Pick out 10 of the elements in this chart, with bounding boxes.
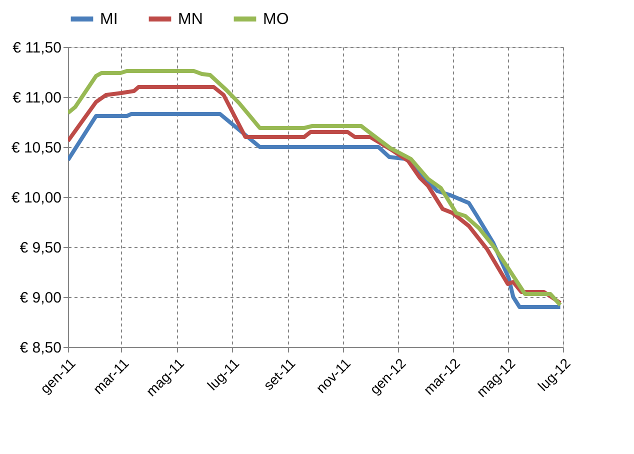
y-tick-label: € 11,00 bbox=[12, 90, 62, 106]
y-tick-label: € 9,50 bbox=[20, 240, 62, 256]
legend-label: MO bbox=[263, 11, 289, 28]
y-tick-label: € 10,00 bbox=[11, 190, 62, 206]
legend-label: MI bbox=[100, 11, 118, 28]
y-tick-label: € 10,50 bbox=[11, 140, 62, 156]
y-tick-label: € 8,50 bbox=[20, 340, 62, 356]
legend-label: MN bbox=[178, 11, 203, 28]
y-tick-label: € 11,50 bbox=[12, 40, 62, 56]
y-tick-label: € 9,00 bbox=[20, 290, 62, 306]
